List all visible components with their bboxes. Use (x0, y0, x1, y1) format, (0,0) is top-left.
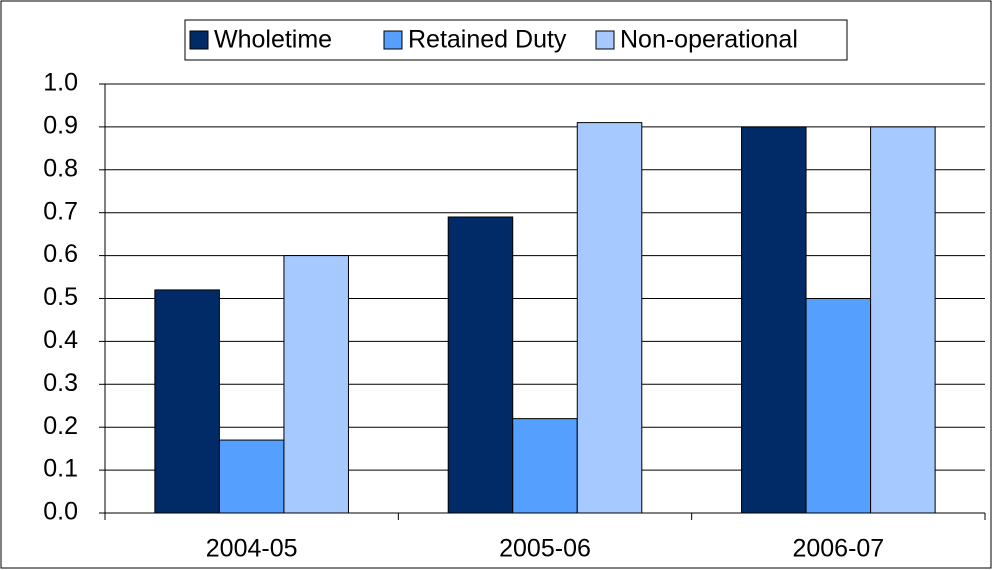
x-tick-label: 2006-07 (792, 535, 884, 563)
legend-box (184, 19, 848, 61)
legend-swatch (595, 30, 615, 50)
bar (512, 418, 578, 514)
y-tick-label: 0.5 (43, 283, 78, 311)
y-tick-label: 0.1 (43, 455, 78, 483)
y-tick-label: 0.3 (43, 369, 78, 397)
legend-label: Retained Duty (408, 26, 567, 54)
bar (218, 439, 285, 514)
y-tick-label: 0.4 (43, 326, 78, 354)
y-tick-label: 0.0 (43, 498, 78, 526)
legend-label: Wholetime (214, 26, 332, 54)
legend-swatch (189, 30, 209, 50)
bar (741, 126, 807, 514)
bar (805, 298, 872, 514)
y-tick-label: 0.2 (43, 412, 78, 440)
bar (576, 122, 643, 514)
legend-label: Non-operational (620, 26, 798, 54)
bar (154, 289, 220, 514)
bar (283, 255, 349, 514)
y-tick-label: 1.0 (43, 69, 78, 97)
bar (870, 126, 936, 514)
y-tick-label: 0.7 (43, 197, 78, 225)
legend-swatch (383, 30, 403, 50)
y-tick-label: 0.9 (43, 112, 78, 140)
x-tick-label: 2005-06 (499, 535, 591, 563)
x-tick-label: 2004-05 (206, 535, 298, 563)
bar (447, 216, 514, 514)
y-tick-label: 0.6 (43, 240, 78, 268)
y-tick-label: 0.8 (43, 154, 78, 182)
